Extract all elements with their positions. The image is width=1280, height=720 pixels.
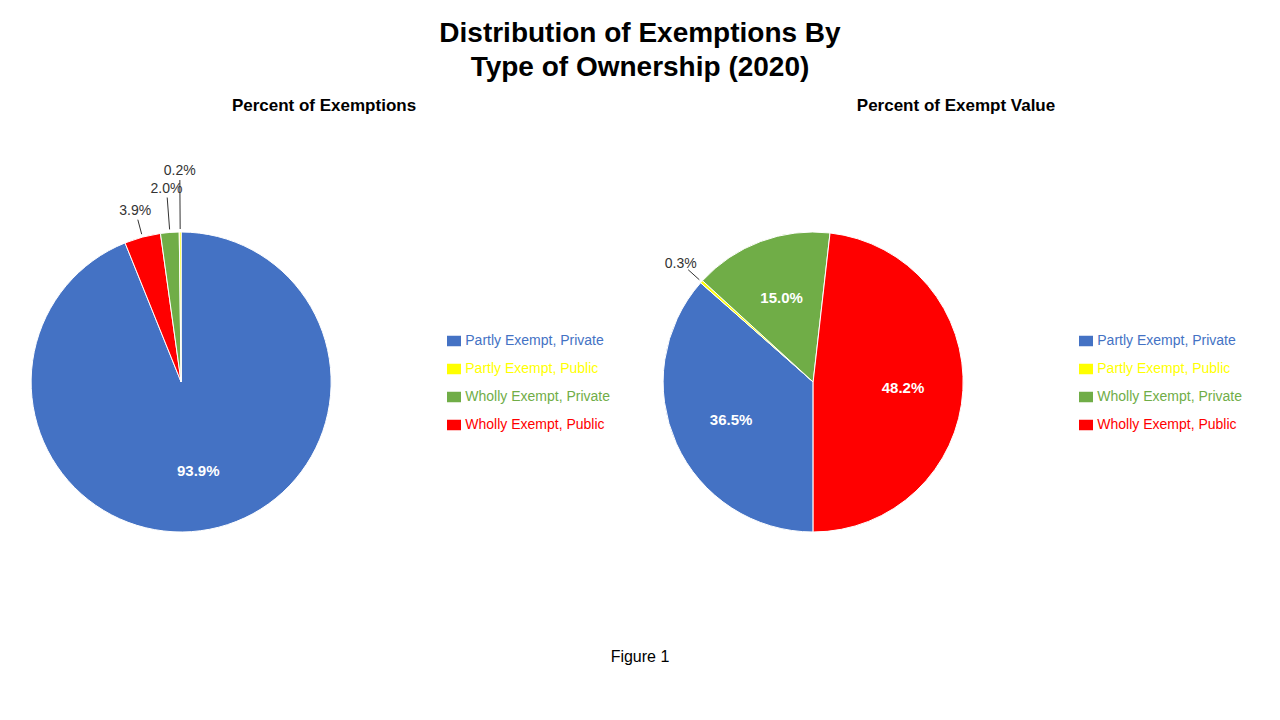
svg-text:15.0%: 15.0% <box>760 289 803 306</box>
svg-text:0.2%: 0.2% <box>164 162 196 178</box>
html-text:Partly Exempt, Public: Partly Exempt, Public <box>465 360 599 376</box>
svg-text:0.3%: 0.3% <box>665 255 697 271</box>
svg-text:2.0%: 2.0% <box>150 180 182 196</box>
html-text:Figure 1: Figure 1 <box>610 648 670 665</box>
svg-text:36.5%: 36.5% <box>710 411 753 428</box>
html-text:Percent of Exempt Value: Percent of Exempt Value <box>856 96 1056 115</box>
html-text:Partly Exempt, Public: Partly Exempt, Public <box>1097 360 1231 376</box>
html-text:Wholly Exempt, Public: Wholly Exempt, Public <box>1097 416 1237 432</box>
html-text:Wholly Exempt, Private: Wholly Exempt, Private <box>465 388 610 404</box>
html-text:Partly Exempt, Private: Partly Exempt, Private <box>1097 332 1236 348</box>
html-text:Wholly Exempt, Public: Wholly Exempt, Public <box>465 416 605 432</box>
svg-text:93.9%: 93.9% <box>177 462 220 479</box>
html-text:Partly Exempt, Private: Partly Exempt, Private <box>465 332 604 348</box>
svg-text:48.2%: 48.2% <box>882 379 925 396</box>
html-text:Distribution of Exemptions By: Distribution of Exemptions By Type of Ow… <box>439 17 841 82</box>
svg-text:3.9%: 3.9% <box>119 202 151 218</box>
html-text:Wholly Exempt, Private: Wholly Exempt, Private <box>1097 388 1242 404</box>
html-text:Percent of Exemptions: Percent of Exemptions <box>231 96 417 115</box>
